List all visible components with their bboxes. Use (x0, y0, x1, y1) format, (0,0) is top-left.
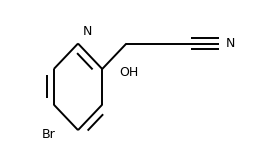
Text: N: N (226, 37, 235, 50)
Text: Br: Br (42, 127, 55, 141)
Text: OH: OH (119, 66, 139, 80)
Text: N: N (83, 25, 93, 39)
